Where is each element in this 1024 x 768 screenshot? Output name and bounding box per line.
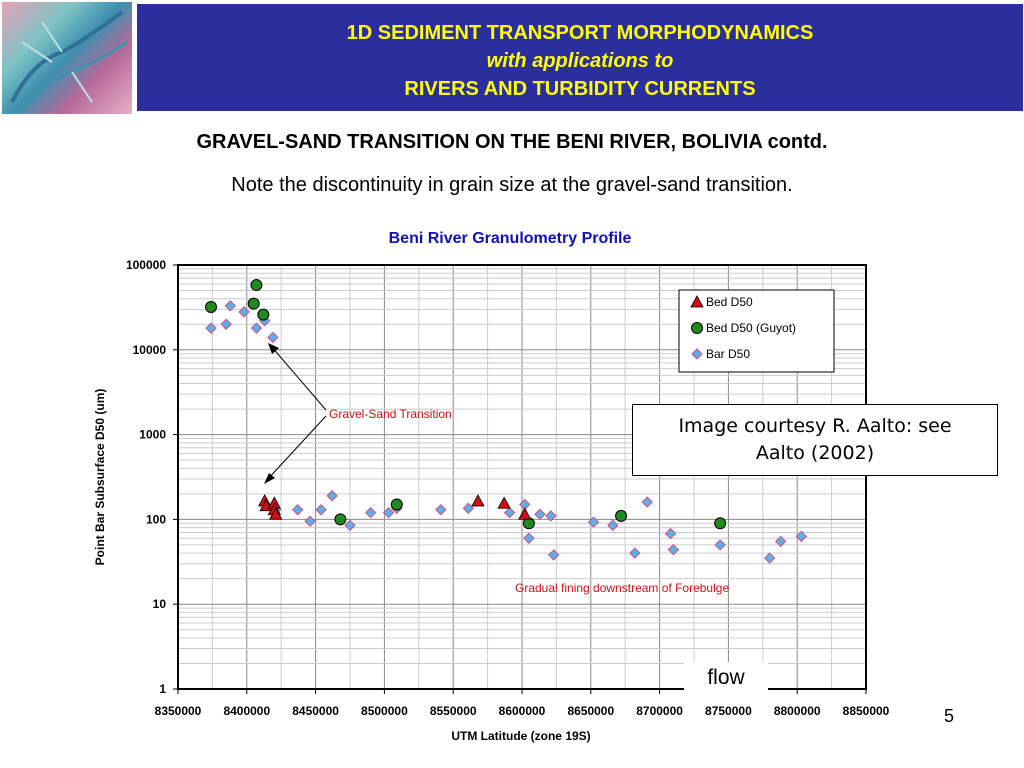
y-axis-ticks: 1 10 100 1000 10000 100000	[126, 258, 178, 696]
logo-image	[2, 2, 132, 114]
data-point-circle	[247, 297, 260, 310]
y-tick-label: 100000	[126, 258, 166, 272]
x-tick-label: 8500000	[361, 704, 408, 718]
data-point-diamond	[641, 496, 653, 508]
page-number: 5	[944, 706, 955, 726]
x-tick-label: 8850000	[843, 704, 890, 718]
data-point-diamond	[714, 539, 726, 551]
flow-label: flow	[684, 662, 768, 694]
data-point-circle	[714, 517, 727, 530]
x-tick-label: 8700000	[636, 704, 683, 718]
legend-box	[678, 289, 835, 373]
x-axis-title: UTM Latitude (zone 19S)	[451, 729, 590, 743]
data-point-diamond	[238, 306, 250, 318]
chart-title: Beni River Granulometry Profile	[389, 230, 632, 247]
data-point-diamond	[545, 510, 557, 522]
courtesy-line-2: Aalto (2002)	[755, 442, 875, 464]
data-point-diamond	[629, 547, 641, 559]
arrow-line-lower	[266, 415, 327, 481]
data-point-diamond	[304, 515, 316, 527]
data-point-triangle	[269, 507, 283, 520]
data-point-diamond	[267, 331, 279, 344]
data-point-diamond	[587, 516, 600, 528]
x-tick-label: 8550000	[430, 704, 477, 718]
legend-label: Bed D50	[706, 295, 753, 309]
data-point-diamond	[250, 322, 263, 334]
courtesy-line-1: Image courtesy R. Aalto: see	[678, 415, 952, 437]
legend: Bed D50 Bed D50 (Guyot) Bar D50	[678, 289, 835, 373]
data-point-diamond	[344, 519, 356, 532]
data-point-diamond	[435, 504, 447, 516]
data-point-circle	[250, 279, 263, 292]
data-point-diamond	[795, 530, 808, 543]
data-point-diamond	[224, 300, 236, 312]
data-point-circle	[205, 300, 218, 313]
slide-title: GRAVEL-SAND TRANSITION ON THE BENI RIVER…	[196, 131, 828, 153]
data-point-diamond	[503, 506, 516, 519]
data-point-circle	[334, 513, 347, 526]
x-axis-ticks: 8350000 8400000 8450000 8500000 8550000 86000…	[155, 689, 890, 718]
legend-label: Bed D50 (Guyot)	[706, 321, 796, 335]
data-point-diamond	[607, 519, 619, 532]
data-point-diamond	[326, 490, 338, 502]
arrow-head-upper	[268, 343, 279, 354]
x-tick-label: 8650000	[567, 704, 614, 718]
x-tick-label: 8600000	[499, 704, 546, 718]
data-point-circle	[390, 498, 403, 511]
data-point-triangle	[518, 507, 532, 520]
x-tick-label: 8350000	[155, 704, 202, 718]
gravel-sand-transition-arrows	[264, 343, 327, 484]
header-banner: 1D SEDIMENT TRANSPORT MORPHODYNAMICS wit…	[137, 4, 1023, 111]
y-tick-label: 10000	[133, 343, 167, 357]
legend-marker-diamond	[691, 348, 703, 360]
data-point-triangle	[471, 494, 485, 507]
annotation-gradual-fining: Gradual fining downstream of Forebulge	[515, 581, 729, 595]
x-tick-label: 8400000	[223, 704, 270, 718]
data-point-diamond	[364, 506, 377, 519]
data-points	[205, 279, 808, 564]
data-point-diamond	[523, 532, 535, 544]
river-delta-logo-icon	[10, 10, 128, 113]
y-tick-label: 1000	[139, 428, 166, 442]
data-point-diamond	[763, 552, 776, 564]
y-axis-title: Point Bar Subsurface D50 (um)	[93, 389, 107, 566]
header-line-3: RIVERS AND TURBIDITY CURRENTS	[404, 78, 756, 100]
data-point-diamond	[547, 549, 560, 561]
data-point-diamond	[205, 322, 217, 334]
y-tick-label: 1	[159, 682, 166, 696]
data-point-diamond	[667, 543, 680, 556]
x-tick-label: 8800000	[774, 704, 821, 718]
arrow-line-upper	[270, 345, 327, 411]
data-point-circle	[257, 308, 270, 321]
data-point-diamond	[664, 527, 677, 540]
x-tick-label: 8450000	[292, 704, 339, 718]
header: 1D SEDIMENT TRANSPORT MORPHODYNAMICS wit…	[0, 0, 1024, 116]
data-point-diamond	[220, 318, 232, 330]
data-point-diamond	[774, 535, 787, 548]
annotation-gravel-sand-transition: Gravel-Sand Transition	[329, 407, 452, 421]
y-tick-label: 10	[153, 597, 167, 611]
image-courtesy-note: Image courtesy R. Aalto: see Aalto (2002…	[632, 404, 998, 476]
legend-marker-circle	[691, 322, 703, 334]
data-point-diamond	[315, 504, 327, 516]
data-point-diamond	[462, 502, 475, 515]
header-line-1: 1D SEDIMENT TRANSPORT MORPHODYNAMICS	[346, 22, 814, 44]
data-point-circle	[615, 509, 628, 522]
data-point-diamond	[382, 506, 395, 519]
y-tick-label: 100	[146, 512, 166, 526]
x-tick-label: 8750000	[705, 704, 752, 718]
data-point-diamond	[534, 508, 546, 520]
legend-label: Bar D50	[706, 347, 750, 361]
arrow-head-lower	[264, 473, 275, 484]
data-point-diamond	[292, 504, 304, 516]
header-line-2: with applications to	[486, 50, 674, 72]
legend-marker-triangle	[690, 295, 704, 308]
slide-subtitle: Note the discontinuity in grain size at …	[231, 174, 793, 196]
data-point-triangle	[497, 496, 511, 509]
